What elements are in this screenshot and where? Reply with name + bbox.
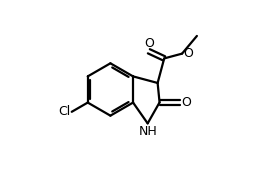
Text: O: O <box>184 47 193 60</box>
Text: Cl: Cl <box>58 105 70 118</box>
Text: NH: NH <box>139 125 158 138</box>
Text: O: O <box>181 96 191 109</box>
Text: O: O <box>144 37 154 50</box>
